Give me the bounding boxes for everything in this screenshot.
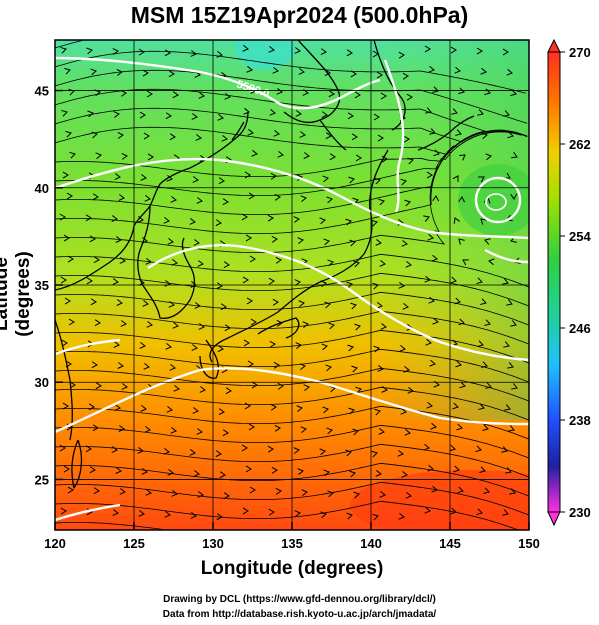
x-tick-label: 140 (360, 536, 382, 551)
colorbar-tick-label: 246 (569, 321, 591, 336)
x-axis-label: Longitude (degrees) (200, 558, 384, 579)
x-tick-label: 150 (518, 536, 540, 551)
y-axis-label: Latitude (degrees) (0, 251, 34, 337)
y-tick-label: 40 (35, 181, 49, 196)
x-tick-label: 145 (439, 536, 461, 551)
x-tick-label: 120 (44, 536, 66, 551)
x-tick-label: 135 (281, 536, 303, 551)
colorbar-tick-label: 238 (569, 413, 591, 428)
colorbar: 270 262 254 246 238 230 (547, 38, 591, 527)
y-tick-label: 45 (35, 84, 49, 99)
colorbar-top-arrow (547, 38, 561, 53)
colorbar-tick-label: 262 (569, 137, 591, 152)
chart-title: MSM 15Z19Apr2024 (500.0hPa) (130, 2, 469, 28)
colorbar-tick-label: 254 (569, 229, 591, 244)
height-contours (55, 56, 529, 522)
credit-drawing: Drawing by DCL (https://www.gfd-dennou.o… (163, 594, 436, 605)
colorbar-bottom-arrow (547, 511, 561, 527)
y-tick-label: 35 (35, 278, 49, 293)
x-tick-marks: 120 125 130 135 140 145 150 (44, 522, 540, 551)
y-tick-label: 30 (35, 375, 49, 390)
lat-lon-grid (55, 40, 529, 530)
y-tick-label: 25 (35, 472, 49, 487)
colorbar-body (547, 51, 561, 513)
credit-data-source: Data from http://database.rish.kyoto-u.a… (162, 609, 437, 620)
wind-streamlines (55, 40, 529, 530)
x-tick-label: 130 (202, 536, 224, 551)
x-tick-label: 125 (123, 536, 145, 551)
cold-core-north (235, 40, 295, 70)
colorbar-tick-label: 270 (569, 45, 591, 60)
colorbar-tick-label: 230 (569, 505, 591, 520)
y-tick-marks: 25 30 35 40 45 (35, 84, 63, 487)
